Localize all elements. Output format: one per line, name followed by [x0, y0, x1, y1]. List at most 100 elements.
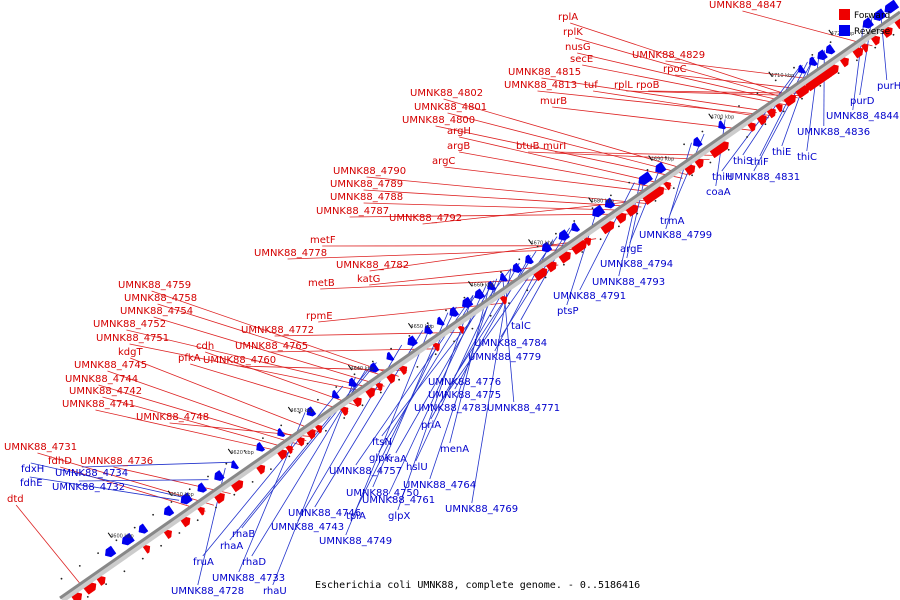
kbp-tick-label: 4710 kbp [771, 73, 795, 79]
reverse-gene-label: glpK [369, 453, 391, 464]
kbp-ticks: 4600 kbp 4610 kbp 4620 kbp 4630 kbp 4640 kbp… [107, 29, 854, 540]
reverse-leader-line [753, 57, 815, 172]
forward-leader-line [366, 176, 647, 204]
reverse-gene-label: fdhE [20, 478, 43, 489]
spacer-mark [654, 200, 657, 202]
kbp-tick-label: 4610 kbp [170, 492, 194, 498]
spacer-mark [251, 481, 254, 483]
forward-gene-label: pfkA [178, 353, 201, 364]
forward-leader-line [349, 213, 632, 218]
spacer-mark [709, 161, 712, 164]
forward-gene-label: UMNK88_4741 [62, 399, 135, 410]
reverse-gene-label: UMNK88_4728 [171, 586, 244, 597]
spacer-mark [141, 557, 144, 560]
reverse-leader-line [429, 278, 498, 480]
forward-gene-label: rplK [563, 27, 583, 38]
spacer-mark [555, 232, 557, 235]
reverse-gene [424, 324, 434, 335]
forward-gene-label: UMNK88_4748 [136, 412, 209, 423]
forward-gene-label: dtd [7, 494, 24, 505]
reverse-gene-label: UMNK88_4761 [362, 495, 435, 506]
reverse-gene-label: UMNK88_4743 [271, 522, 344, 533]
reverse-gene-label: rhaB [232, 529, 255, 540]
forward-gene-label: UMNK88_4765 [235, 341, 308, 352]
forward-leader-line [287, 248, 581, 260]
reverse-leader-line [759, 61, 808, 157]
spacer-mark [683, 143, 685, 146]
spacer-mark [371, 360, 374, 363]
kbp-tick-label: 4650 kbp [410, 324, 434, 330]
reverse-gene-label: UMNK88_4771 [487, 403, 560, 414]
reverse-gene-label: thiE [772, 147, 791, 158]
kbp-tick [768, 71, 773, 78]
kbp-tick-label: 4620 kbp [230, 450, 254, 456]
forward-gene-label: UMNK88_4742 [69, 386, 142, 397]
forward-gene-label: rpmE [306, 311, 333, 322]
reverse-gene-label: UMNK88_4757 [329, 466, 402, 477]
forward-gene [570, 240, 587, 255]
spacer-mark [207, 475, 209, 478]
kbp-tick [408, 322, 413, 329]
forward-gene-label: UMNK88_4789 [330, 179, 403, 190]
forward-leader-line [268, 348, 439, 353]
reverse-gene [197, 482, 208, 493]
kbp-tick [528, 239, 533, 245]
reverse-gene [474, 288, 486, 300]
forward-leader-line [444, 166, 662, 194]
forward-gene [860, 43, 869, 53]
reverse-gene-label: UMNK88_4784 [474, 338, 547, 349]
forward-leader-line [665, 60, 823, 81]
reverse-leader-line [502, 274, 515, 403]
legend-forward-label: Forward [854, 11, 890, 21]
spacer-mark [727, 148, 730, 151]
forward-gene [774, 103, 783, 113]
reverse-gene [655, 161, 667, 174]
reverse-gene [558, 229, 570, 241]
forward-gene-label: UMNK88_4829 [632, 50, 705, 61]
reverse-gene-label: UMNK88_4769 [445, 504, 518, 515]
forward-gene-label: kdgT [118, 347, 143, 358]
spacer-mark [325, 429, 327, 432]
reverse-gene-label: argE [620, 244, 643, 255]
reverse-gene [277, 427, 286, 437]
reverse-gene-label: fruA [193, 557, 214, 568]
reverse-leader-line [30, 462, 184, 498]
forward-gene [352, 396, 362, 408]
spacer-mark [746, 136, 748, 138]
forward-gene-label: argH [447, 126, 471, 137]
forward-gene [756, 114, 767, 126]
kbp-tick [167, 490, 173, 497]
forward-gene [163, 529, 172, 540]
forward-gene-label: UMNK88_4736 [80, 456, 153, 467]
reverse-gene-label: UMNK88_4799 [639, 230, 712, 241]
spacer-mark [123, 570, 126, 573]
reverse-gene-label: UMNK88_4793 [592, 277, 665, 288]
kbp-tick-label: 4630 kbp [290, 408, 314, 414]
forward-gene-label: cdh [196, 341, 214, 352]
kbp-tick [648, 155, 653, 161]
reverse-gene-label: thiH [712, 172, 733, 183]
forward-gene-label: UMNK88_4813 [504, 80, 577, 91]
reverse-gene [231, 460, 240, 470]
spacer-mark [298, 411, 301, 414]
legend: Forward Reverse [839, 9, 891, 37]
forward-leader-line [102, 396, 294, 450]
spacer-mark [738, 105, 740, 107]
forward-gene-label: UMNK88_4760 [203, 355, 276, 366]
forward-gene [398, 365, 408, 376]
forward-leader-line [151, 290, 399, 377]
spacer-mark [416, 366, 419, 368]
spacer-mark [270, 468, 272, 470]
spacer-mark [317, 398, 319, 401]
spacer-mark [829, 41, 832, 43]
reverse-gene-label: UMNK88_4750 [346, 488, 419, 499]
spacer-mark [434, 353, 437, 356]
forward-gene-label: UMNK88_4801 [414, 102, 487, 113]
reverse-leader-line [566, 208, 598, 306]
reverse-gene-label: thiF [750, 157, 769, 168]
reverse-leader-line [449, 283, 491, 444]
reverse-leader-line [241, 362, 377, 529]
spacer-mark [782, 110, 785, 113]
forward-gene-label: UMNK88_4792 [389, 213, 462, 224]
forward-leader-line [626, 90, 802, 97]
